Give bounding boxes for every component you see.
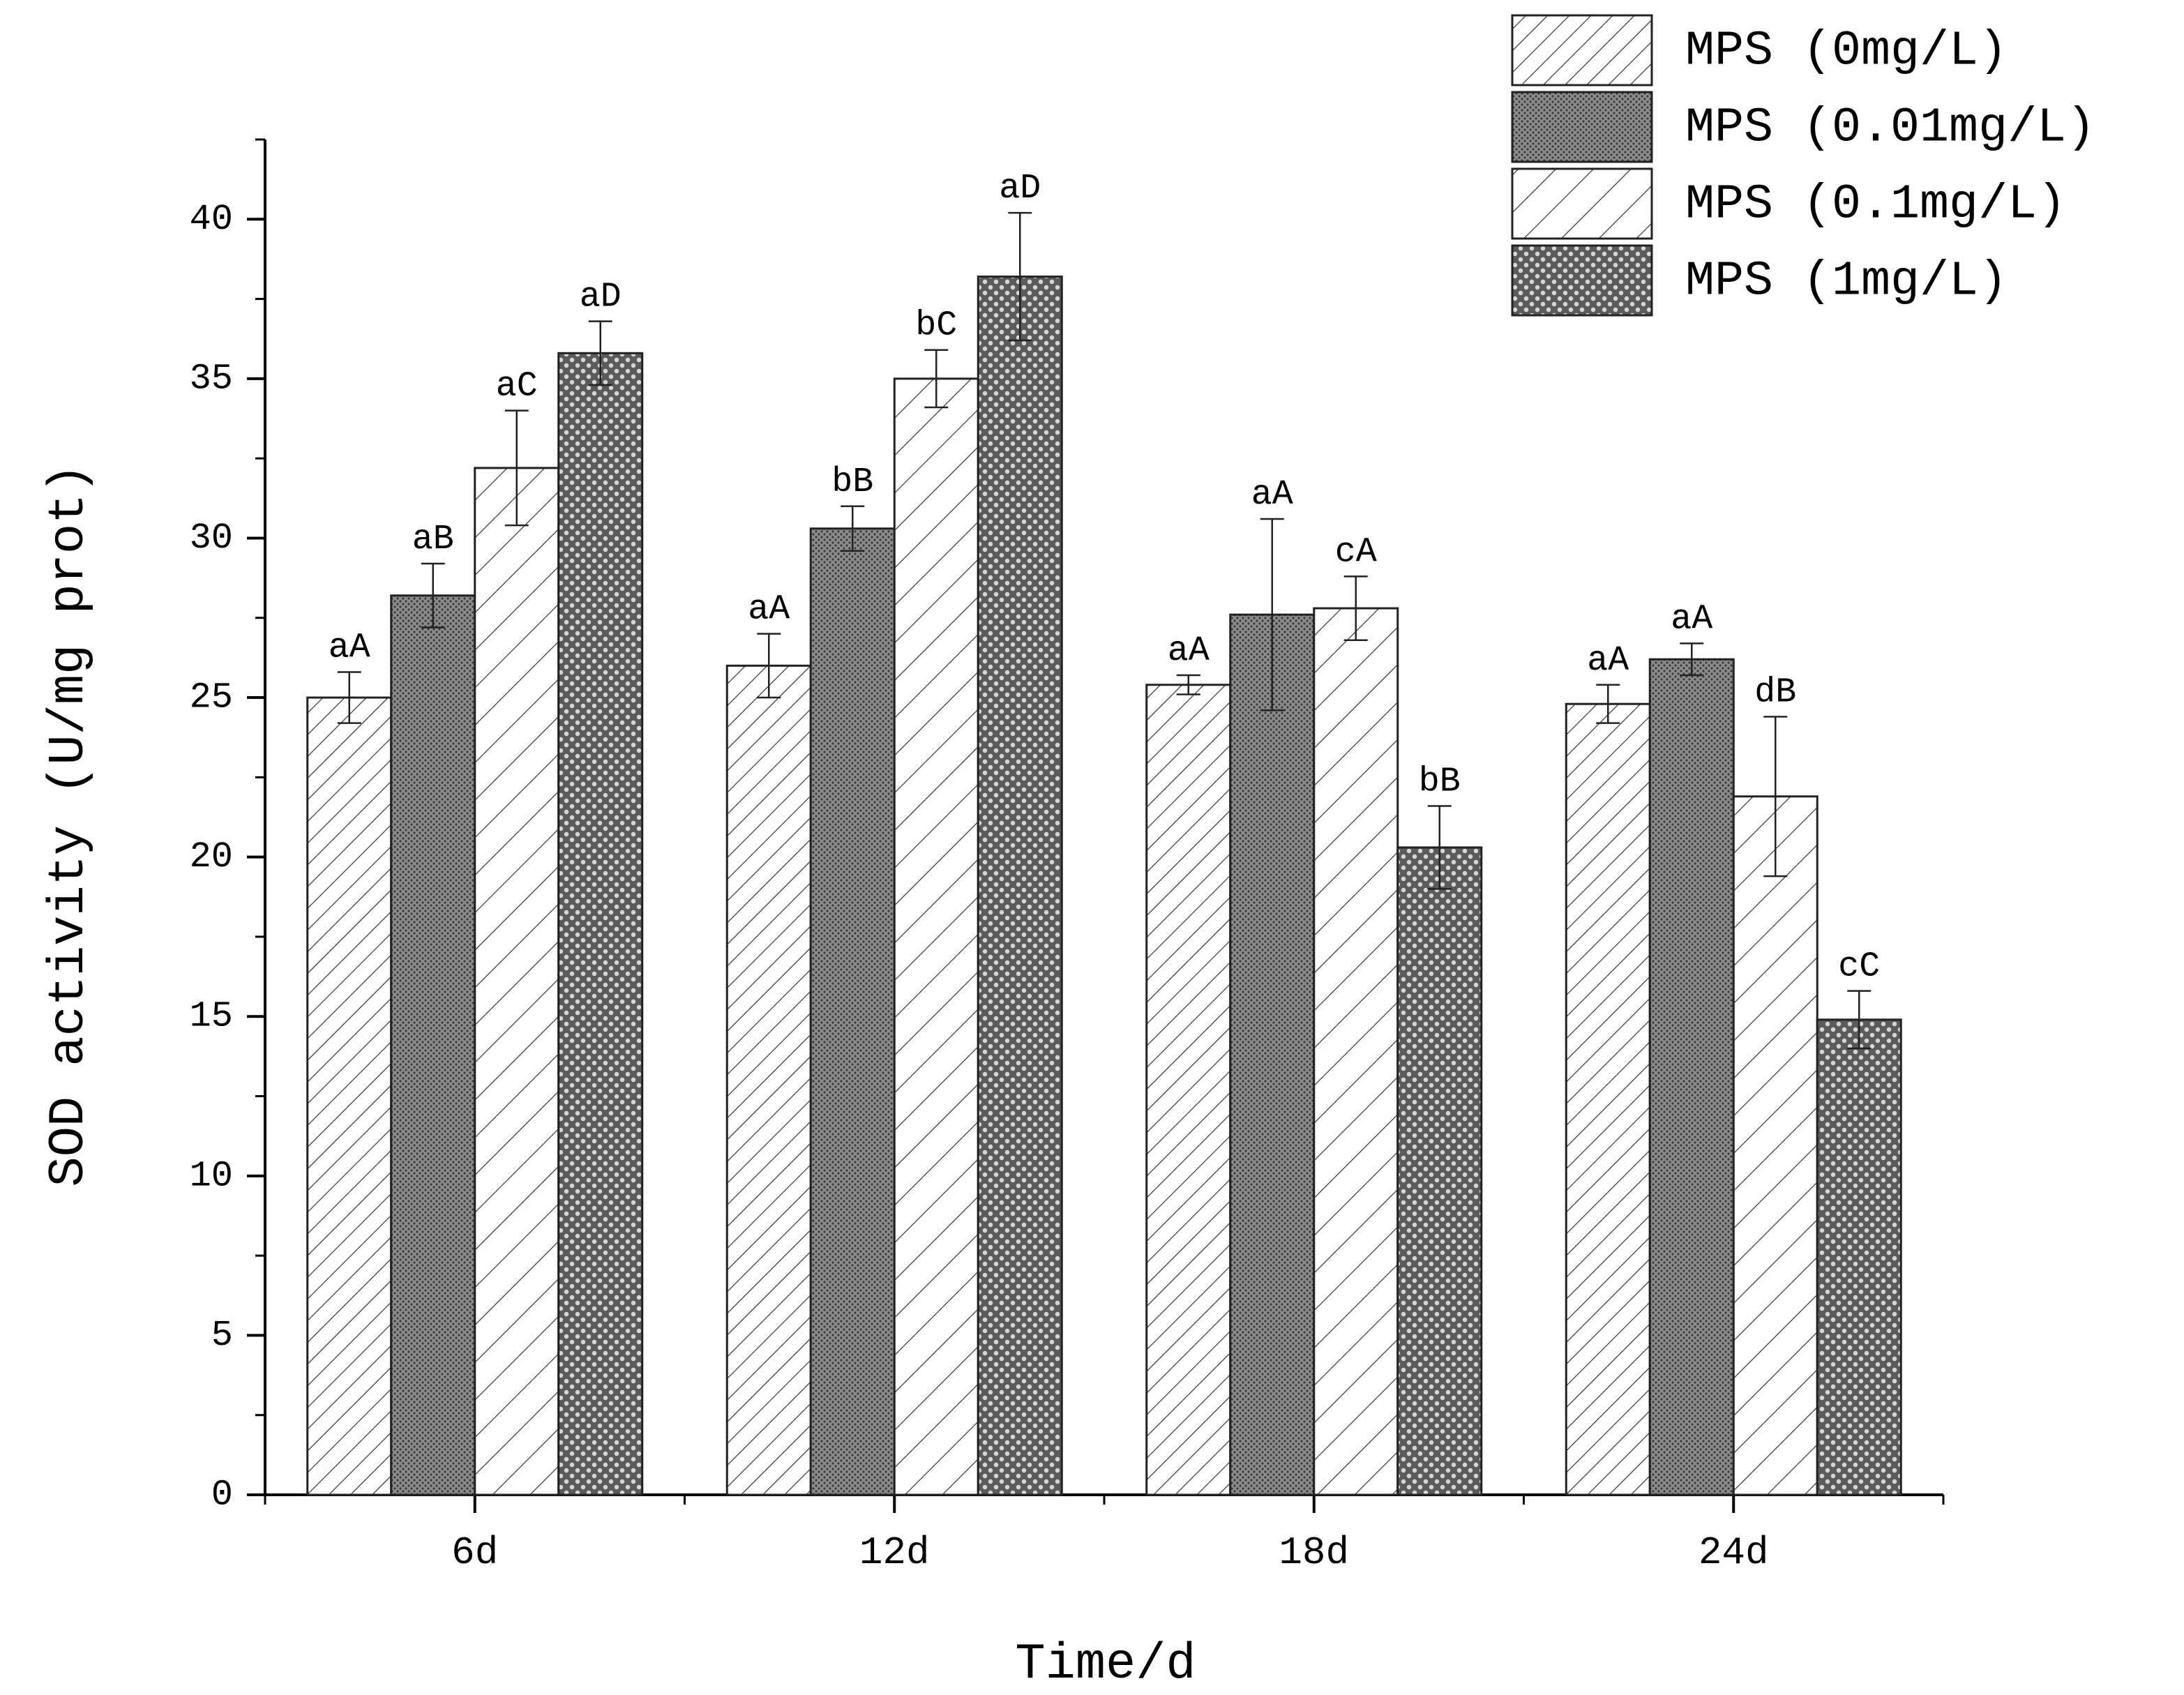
error-bar	[1260, 518, 1284, 711]
significance-label: aD	[999, 169, 1041, 209]
bar	[1229, 613, 1316, 1496]
error-bar	[1763, 716, 1788, 877]
legend-swatch	[1511, 167, 1653, 240]
error-bar	[924, 349, 949, 409]
y-tick-label: 0	[211, 1475, 233, 1516]
significance-label: bB	[831, 462, 873, 502]
x-tick-label: 6d	[451, 1530, 498, 1575]
legend-label: MPS (0.01mg/L)	[1685, 101, 2095, 156]
bar	[306, 696, 393, 1496]
significance-label: bB	[1419, 762, 1461, 801]
x-tick-label: 24d	[1699, 1530, 1769, 1575]
bar	[1816, 1018, 1902, 1496]
significance-label: aA	[1168, 631, 1210, 671]
error-bar	[1680, 642, 1704, 677]
bar	[1565, 702, 1651, 1496]
x-tick-labels: 6d 12d 18d 24d	[451, 1530, 1769, 1575]
error-bar	[1343, 575, 1368, 642]
bar	[1396, 846, 1483, 1496]
x-tick-label: 18d	[1279, 1530, 1349, 1575]
bar	[1648, 658, 1735, 1496]
y-axis-title: SOD activity (U/mg prot)	[40, 464, 98, 1187]
error-bar	[588, 320, 612, 386]
bar	[809, 527, 896, 1496]
error-bar	[757, 633, 781, 699]
significance-label: aC	[496, 367, 538, 407]
error-bar	[1427, 805, 1452, 890]
legend-swatch	[1511, 91, 1653, 163]
significance-label: aA	[748, 590, 790, 630]
bar	[557, 352, 644, 1496]
bar	[893, 377, 979, 1496]
significance-label: aB	[412, 520, 454, 559]
significance-label: aA	[329, 628, 370, 668]
y-tick-label: 5	[211, 1315, 233, 1356]
bar	[725, 664, 812, 1496]
significance-label: aA	[1587, 641, 1629, 681]
bar	[977, 276, 1063, 1496]
x-axis-title: Time/d	[1015, 1636, 1196, 1693]
error-bar	[337, 671, 361, 724]
significance-label: cC	[1838, 947, 1880, 987]
y-tick-label: 30	[190, 518, 233, 559]
legend-label: MPS (1mg/L)	[1685, 255, 2008, 310]
bar	[1313, 607, 1399, 1496]
error-bar	[1596, 684, 1620, 724]
bar	[1732, 795, 1818, 1496]
significance-label: aA	[1671, 599, 1712, 639]
bars	[306, 276, 1902, 1496]
y-tick-label: 25	[190, 677, 233, 718]
x-tick-label: 12d	[859, 1530, 930, 1575]
significance-label: aA	[1251, 475, 1293, 515]
error-bar	[1008, 211, 1032, 342]
error-bar	[1847, 990, 1872, 1050]
bar	[474, 467, 560, 1496]
error-bar	[1176, 674, 1200, 695]
bar	[1145, 684, 1232, 1496]
error-bars	[337, 211, 1872, 1050]
error-bar	[504, 409, 529, 527]
significance-labels: aA aB aC aD aA bB bC aD aA aA cA bB aA aA dB cC	[329, 169, 1881, 987]
bar	[390, 594, 476, 1496]
legend-label: MPS (0mg/L)	[1685, 24, 2008, 80]
legend-swatch	[1511, 244, 1653, 317]
legend-swatch	[1511, 14, 1653, 86]
significance-label: bC	[915, 306, 957, 346]
legend: MPS (0mg/L) MPS (0.01mg/L) MPS (0.1mg/L) MP…	[1511, 14, 2095, 317]
error-bar	[421, 562, 445, 628]
error-bar	[841, 505, 865, 552]
significance-label: dB	[1754, 672, 1796, 712]
legend-label: MPS (0.1mg/L)	[1685, 178, 2066, 233]
y-tick-label: 20	[190, 836, 233, 877]
significance-label: cA	[1335, 532, 1377, 572]
y-tick-labels: 0 5 10 15 20 25 30 35 40	[190, 199, 233, 1516]
y-tick-label: 35	[190, 358, 233, 399]
significance-label: aD	[580, 278, 622, 317]
y-tick-label: 40	[190, 199, 233, 240]
y-tick-label: 15	[190, 996, 233, 1037]
y-tick-label: 10	[190, 1155, 233, 1196]
